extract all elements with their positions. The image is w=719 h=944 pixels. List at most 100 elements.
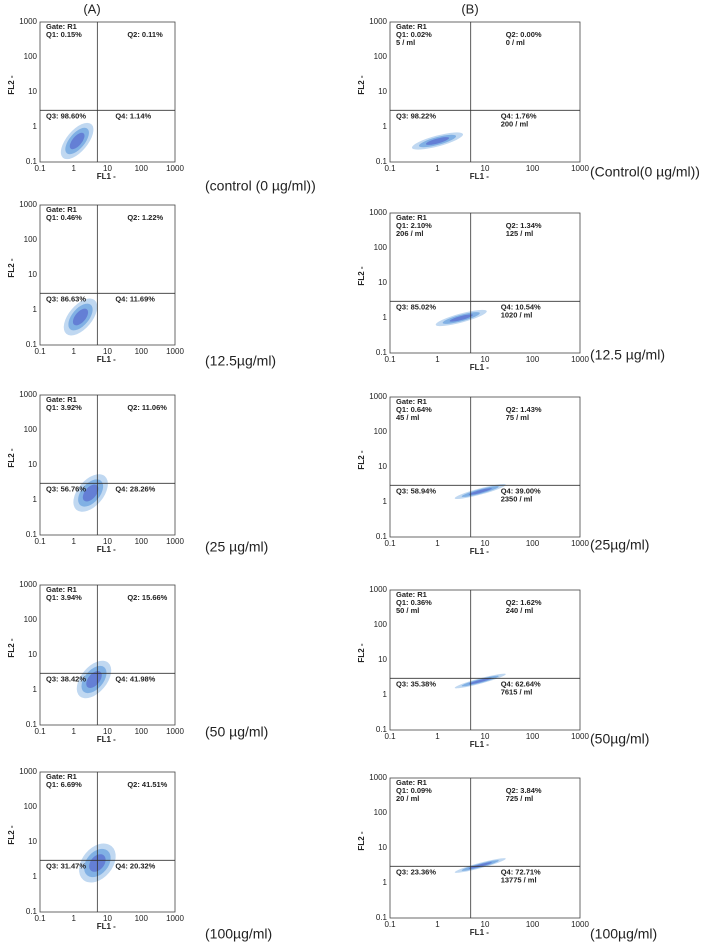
- y-axis-label: FL2 -: [7, 448, 16, 467]
- q2-label: Q2: 1.43%: [506, 405, 542, 414]
- plot-frame: [389, 21, 581, 163]
- gate-label: Gate: R1: [396, 778, 427, 787]
- flow-plot: 0.1 1 10 100 1000 0.1 1 10 100 1000 FL1 - FL2 - Gate…: [7, 200, 276, 369]
- gate-label: Gate: R1: [396, 213, 427, 222]
- q1-label: Q1: 0.15%: [46, 30, 82, 39]
- x-tick-label: 0.1: [34, 347, 46, 356]
- q2-count: 0 / ml: [506, 38, 525, 47]
- x-tick-label: 1000: [166, 727, 184, 736]
- x-axis-label: FL1 -: [97, 545, 116, 554]
- q4-count: 1020 / ml: [501, 310, 533, 319]
- x-tick-label: 100: [135, 537, 149, 546]
- q2-label: Q2: 1.22%: [127, 213, 163, 222]
- cell-cloud: [72, 308, 89, 326]
- x-tick-label: 100: [526, 920, 540, 929]
- x-tick-label: 100: [526, 539, 540, 548]
- x-tick-label: 1000: [166, 347, 184, 356]
- cell-cloud: [86, 671, 102, 688]
- y-tick-label: 10: [378, 87, 387, 96]
- plot-frame: [389, 396, 581, 538]
- concentration-label: (50 µg/ml): [205, 724, 268, 740]
- flow-plot: 0.1 1 10 100 1000 0.1 1 10 100 1000 FL1 - FL2 - Gate…: [7, 17, 316, 194]
- plot-frame: [39, 771, 176, 913]
- q2-label: Q2: 3.84%: [506, 786, 542, 795]
- q1-count: 20 / ml: [396, 794, 419, 803]
- q1-count: 206 / ml: [396, 229, 424, 238]
- y-axis-label: FL2 -: [357, 75, 366, 94]
- y-tick-label: 100: [24, 235, 38, 244]
- x-tick-label: 10: [481, 732, 490, 741]
- q1-label: Q1: 2.10%: [396, 221, 432, 230]
- q4-label: Q4: 1.76%: [501, 111, 537, 120]
- y-tick-label: 10: [28, 837, 37, 846]
- q1-label: Q1: 3.94%: [46, 593, 82, 602]
- x-tick-label: 1000: [571, 539, 589, 548]
- x-tick-label: 100: [135, 164, 149, 173]
- concentration-label: (25µg/ml): [590, 537, 649, 553]
- y-tick-label: 0.1: [26, 340, 38, 349]
- x-tick-label: 100: [526, 164, 540, 173]
- plot-frame: [389, 212, 581, 354]
- x-tick-label: 0.1: [34, 537, 46, 546]
- q3-label: Q3: 58.94%: [396, 486, 436, 495]
- y-tick-label: 100: [24, 52, 38, 61]
- concentration-label: (control (0 µg/ml)): [205, 178, 316, 194]
- q1-label: Q1: 6.69%: [46, 780, 82, 789]
- flow-plot: 0.1 1 10 100 1000 0.1 1 10 100 1000 FL1 - FL2 - Gate…: [357, 392, 649, 556]
- q4-count: 2350 / ml: [501, 494, 533, 503]
- gate-label: Gate: R1: [396, 22, 427, 31]
- y-axis-label: FL2 -: [7, 638, 16, 657]
- x-axis-label: FL1 -: [97, 735, 116, 744]
- q4-count: 7615 / ml: [501, 687, 533, 696]
- y-tick-label: 100: [374, 52, 388, 61]
- y-tick-label: 1: [33, 495, 38, 504]
- y-axis-label: FL2 -: [357, 643, 366, 662]
- y-tick-label: 10: [28, 87, 37, 96]
- y-tick-label: 1000: [19, 767, 37, 776]
- q3-label: Q3: 85.02%: [396, 302, 436, 311]
- flow-plot: 0.1 1 10 100 1000 0.1 1 10 100 1000 FL1 - FL2 - Gate…: [357, 773, 657, 942]
- x-tick-label: 1: [72, 914, 77, 923]
- x-axis-label: FL1 -: [97, 172, 116, 181]
- x-tick-label: 10: [103, 537, 112, 546]
- plot-frame: [39, 21, 176, 163]
- y-tick-label: 1: [33, 872, 38, 881]
- plot-frame: [39, 394, 176, 536]
- y-tick-label: 10: [28, 460, 37, 469]
- y-tick-label: 0.1: [376, 532, 388, 541]
- y-tick-label: 0.1: [26, 157, 38, 166]
- q2-count: 240 / ml: [506, 606, 534, 615]
- cell-cloud: [82, 484, 99, 502]
- column-label: (A): [83, 1, 100, 16]
- x-tick-label: 100: [135, 914, 149, 923]
- q1-label: Q1: 3.92%: [46, 403, 82, 412]
- q3-label: Q3: 56.76%: [46, 484, 86, 493]
- q4-label: Q4: 62.64%: [501, 679, 541, 688]
- y-tick-label: 1: [383, 878, 388, 887]
- x-tick-label: 1: [435, 355, 440, 364]
- y-tick-label: 1000: [369, 773, 387, 782]
- y-tick-label: 1000: [369, 208, 387, 217]
- y-tick-label: 10: [378, 278, 387, 287]
- q4-label: Q4: 1.14%: [115, 111, 151, 120]
- q1-label: Q1: 0.46%: [46, 213, 82, 222]
- y-tick-label: 1000: [369, 585, 387, 594]
- y-tick-label: 10: [28, 270, 37, 279]
- x-tick-label: 1: [72, 347, 77, 356]
- y-tick-label: 0.1: [26, 720, 38, 729]
- gate-label: Gate: R1: [396, 590, 427, 599]
- plot-frame: [389, 589, 581, 731]
- q4-label: Q4: 72.71%: [501, 867, 541, 876]
- x-tick-label: 100: [135, 727, 149, 736]
- plot-frame: [39, 204, 176, 346]
- y-tick-label: 100: [374, 243, 388, 252]
- x-axis-label: FL1 -: [97, 922, 116, 931]
- q1-count: 50 / ml: [396, 606, 419, 615]
- concentration-label: (12.5 µg/ml): [590, 347, 665, 363]
- q4-label: Q4: 41.98%: [115, 674, 155, 683]
- x-tick-label: 100: [526, 355, 540, 364]
- flow-plot: 0.1 1 10 100 1000 0.1 1 10 100 1000 FL1 - FL2 - Gate…: [7, 580, 268, 744]
- y-axis-label: FL2 -: [7, 825, 16, 844]
- y-tick-label: 10: [378, 655, 387, 664]
